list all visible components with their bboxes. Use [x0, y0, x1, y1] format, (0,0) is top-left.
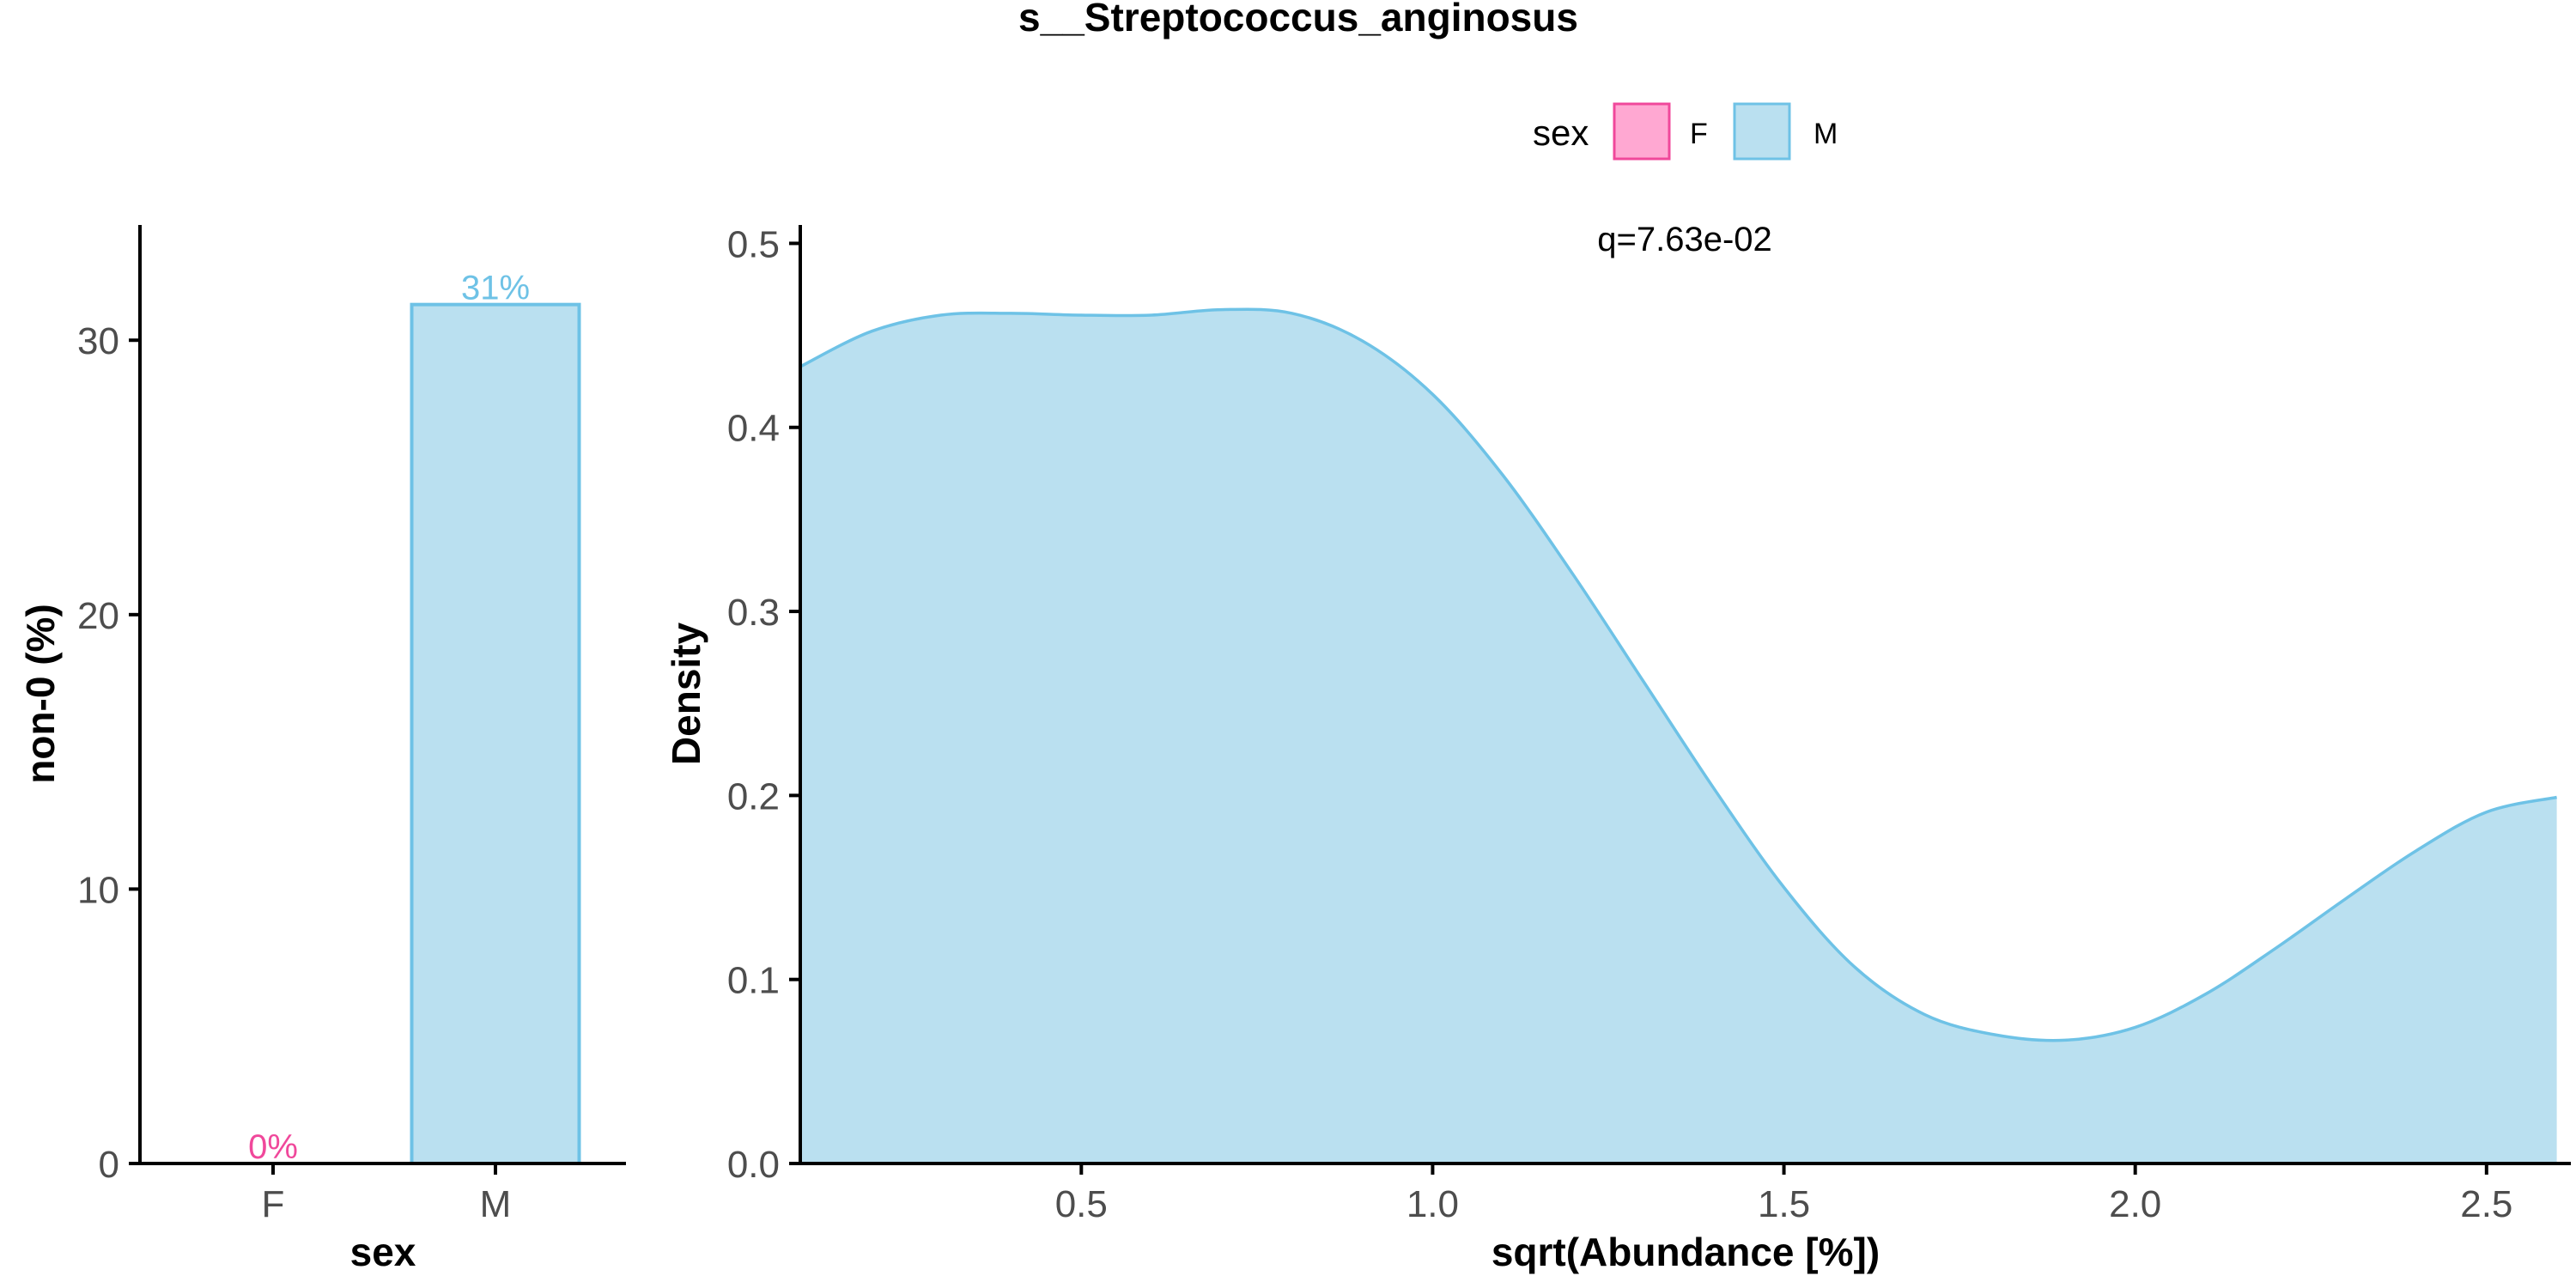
- density-y-tick-label: 0.0: [727, 1144, 780, 1186]
- bar-x-tick-label: F: [262, 1183, 285, 1225]
- density-x-tick-label: 1.5: [1758, 1183, 1810, 1225]
- density-line-m: [799, 307, 2557, 1042]
- density-y-tick-label: 0.1: [727, 960, 780, 1002]
- legend-swatch-f: [1613, 102, 1671, 161]
- legend-label-f: F: [1690, 118, 1708, 150]
- q-value-annotation: q=7.63e-02: [1597, 221, 1772, 258]
- legend-swatch-m: [1733, 102, 1791, 161]
- density-x-tick-label: 2.5: [2460, 1183, 2512, 1225]
- bar-value-label-m: 31%: [461, 270, 530, 307]
- density-y-tick-label: 0.2: [727, 775, 780, 817]
- density-chart-panel: 0.0 0.1 0.2 0.3 0.4 0.5 0.5 1.0 1.5 2.0 2.5 sqrt(Ab…: [664, 221, 2571, 1274]
- density-y-tick-label: 0.3: [727, 592, 780, 634]
- bar-y-axis-title: non-0 (%): [18, 604, 63, 784]
- legend-label-m: M: [1814, 118, 1838, 150]
- bar-x-tick-label: M: [480, 1183, 512, 1225]
- bar-y-tick-label: 20: [77, 595, 119, 637]
- bar-y-tick-label: 0: [99, 1144, 119, 1186]
- chart-title: s__Streptococcus_anginosus: [1018, 0, 1578, 39]
- bar-y-tick-label: 10: [77, 869, 119, 911]
- bar-m: [410, 302, 581, 1165]
- density-y-tick-label: 0.4: [727, 408, 780, 450]
- legend-title: sex: [1533, 112, 1589, 153]
- density-x-tick-label: 0.5: [1055, 1183, 1108, 1225]
- density-x-tick-label: 2.0: [2109, 1183, 2161, 1225]
- density-y-axis-title: Density: [664, 623, 708, 766]
- bar-x-axis-title: sex: [350, 1230, 416, 1274]
- density-x-axis-title: sqrt(Abundance [%]): [1492, 1230, 1880, 1274]
- density-x-tick-label: 1.0: [1406, 1183, 1459, 1225]
- bar-y-tick-label: 30: [77, 320, 119, 362]
- bar-value-label-f: 0%: [248, 1128, 298, 1166]
- density-y-tick-label: 0.5: [727, 223, 780, 265]
- legend: sex F M: [1533, 102, 1838, 161]
